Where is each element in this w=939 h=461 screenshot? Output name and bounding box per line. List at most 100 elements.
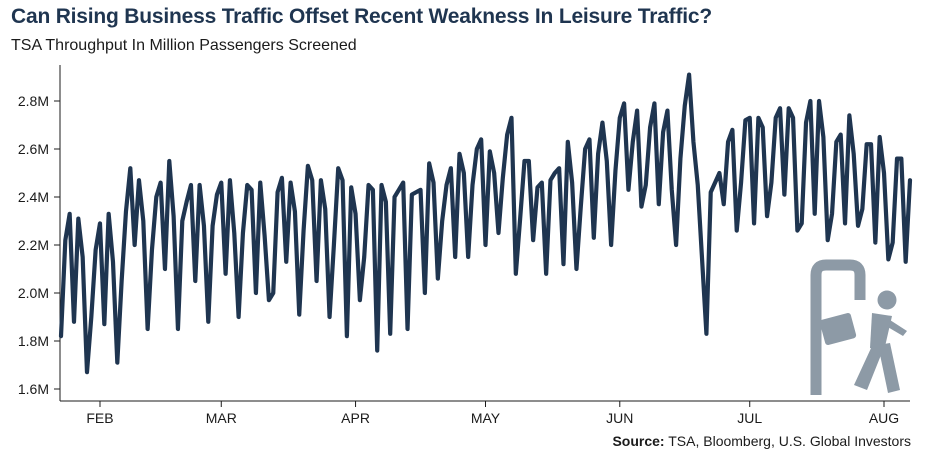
data-point [337,167,340,170]
data-point [341,179,344,182]
data-point [679,157,682,160]
data-point [826,239,829,242]
data-point [475,148,478,151]
data-point [831,212,834,215]
data-point [94,248,97,251]
y-tick-label: 2.2M [18,237,49,253]
data-point [406,328,409,331]
data-point [207,320,210,323]
data-point [753,222,756,225]
data-point [692,140,695,143]
data-point [783,193,786,196]
data-point [488,150,491,153]
data-point [666,109,669,112]
data-point [540,181,543,184]
data-point [142,220,145,223]
data-point [246,184,249,187]
data-point [467,256,470,259]
data-point [220,181,223,184]
data-point [731,128,734,131]
data-point [527,160,530,163]
data-point [887,258,890,261]
data-point [397,188,400,191]
x-tick-label: MAR [206,410,237,426]
data-point [766,215,769,218]
x-tick-label: MAY [471,410,501,426]
data-point [532,239,535,242]
data-point [627,188,630,191]
data-point [818,100,821,103]
data-point [306,164,309,167]
traveler-back-leg [878,343,900,393]
x-tick-label: APR [341,410,370,426]
data-point [410,193,413,196]
data-point [202,224,205,227]
data-point [449,167,452,170]
data-point [81,256,84,259]
data-point [657,203,660,206]
data-point [497,232,500,235]
data-point [631,140,634,143]
data-point [514,272,517,275]
source-text: TSA, Bloomberg, U.S. Global Investors [668,433,911,449]
data-point [705,332,708,335]
data-point [120,280,123,283]
data-point [393,196,396,199]
data-point [189,184,192,187]
data-point [579,205,582,208]
data-point [384,200,387,203]
data-point [662,131,665,134]
data-point [241,232,244,235]
data-point [796,229,799,232]
data-point [792,116,795,119]
data-point [211,224,214,227]
data-point [415,191,418,194]
data-point [72,320,75,323]
data-point [172,215,175,218]
data-point [432,181,435,184]
data-point [610,244,613,247]
data-point [601,121,604,124]
data-point [350,186,353,189]
y-tick-label: 1.6M [18,381,49,397]
data-point [644,184,647,187]
data-point [358,299,361,302]
data-point [103,323,106,326]
data-point [865,143,868,146]
data-point [371,188,374,191]
data-point [558,167,561,170]
data-point [870,143,873,146]
data-point [891,241,894,244]
data-point [454,256,457,259]
data-point [839,133,842,136]
data-point [683,104,686,107]
data-point [90,316,93,319]
data-point [519,217,522,220]
data-point [640,205,643,208]
data-point [493,172,496,175]
data-point [761,126,764,129]
data-point [536,186,539,189]
data-point [324,208,327,211]
data-point [233,232,236,235]
data-point [185,200,188,203]
data-point [423,292,426,295]
data-point [428,162,431,165]
data-point [904,260,907,263]
data-point [224,272,227,275]
traveler-with-briefcase-icon [810,259,907,395]
data-point [722,203,725,206]
data-point [419,188,422,191]
y-tick-label: 2.6M [18,141,49,157]
data-point [800,222,803,225]
data-point [822,136,825,139]
y-tick-label: 2.0M [18,285,49,301]
data-point [848,114,851,117]
data-point [605,160,608,163]
data-point [259,181,262,184]
doorway-shape [810,259,866,395]
data-point [562,263,565,266]
data-point [215,193,218,196]
data-point [176,328,179,331]
data-point [458,152,461,155]
